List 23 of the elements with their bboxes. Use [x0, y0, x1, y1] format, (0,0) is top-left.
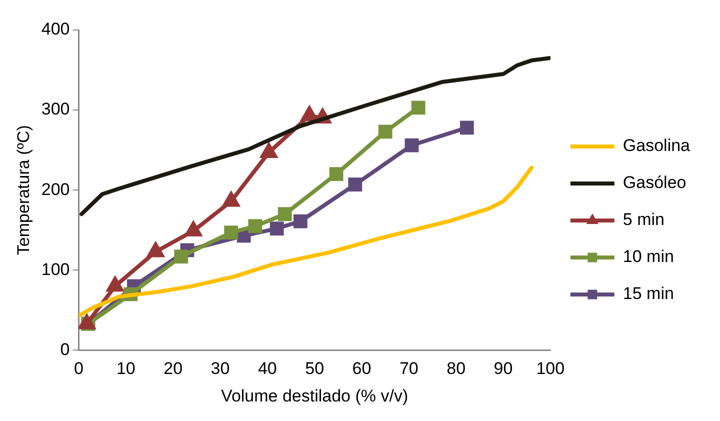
x-tick-label: 100	[536, 359, 565, 378]
y-tick-label: 400	[41, 20, 70, 39]
legend-label: Gasóleo	[622, 173, 686, 192]
y-axis-title: Temperatura (ºC)	[14, 125, 33, 256]
x-tick-label: 80	[446, 359, 466, 378]
x-tick-label: 90	[494, 359, 513, 378]
y-tick-label: 200	[41, 180, 70, 199]
y-tick-label: 100	[41, 260, 70, 279]
legend-label: 10 min	[622, 247, 674, 266]
x-tick-label: 30	[210, 359, 230, 378]
x-tick-label: 70	[399, 359, 418, 378]
x-tick-label: 60	[352, 359, 372, 378]
x-axis-title: Volume destilado (% v/v)	[221, 386, 408, 406]
x-tick-label: 50	[305, 359, 324, 378]
legend-label: Gasolina	[622, 136, 691, 156]
x-tick-label: 20	[164, 359, 183, 378]
x-tick-label: 0	[74, 359, 84, 378]
legend-label: 5 min	[622, 210, 664, 230]
y-tick-label: 300	[41, 100, 70, 119]
y-tick-label: 0	[60, 340, 70, 359]
x-tick-label: 40	[258, 359, 277, 378]
legend-label: 15 min	[622, 284, 674, 304]
x-tick-label: 10	[116, 359, 136, 378]
